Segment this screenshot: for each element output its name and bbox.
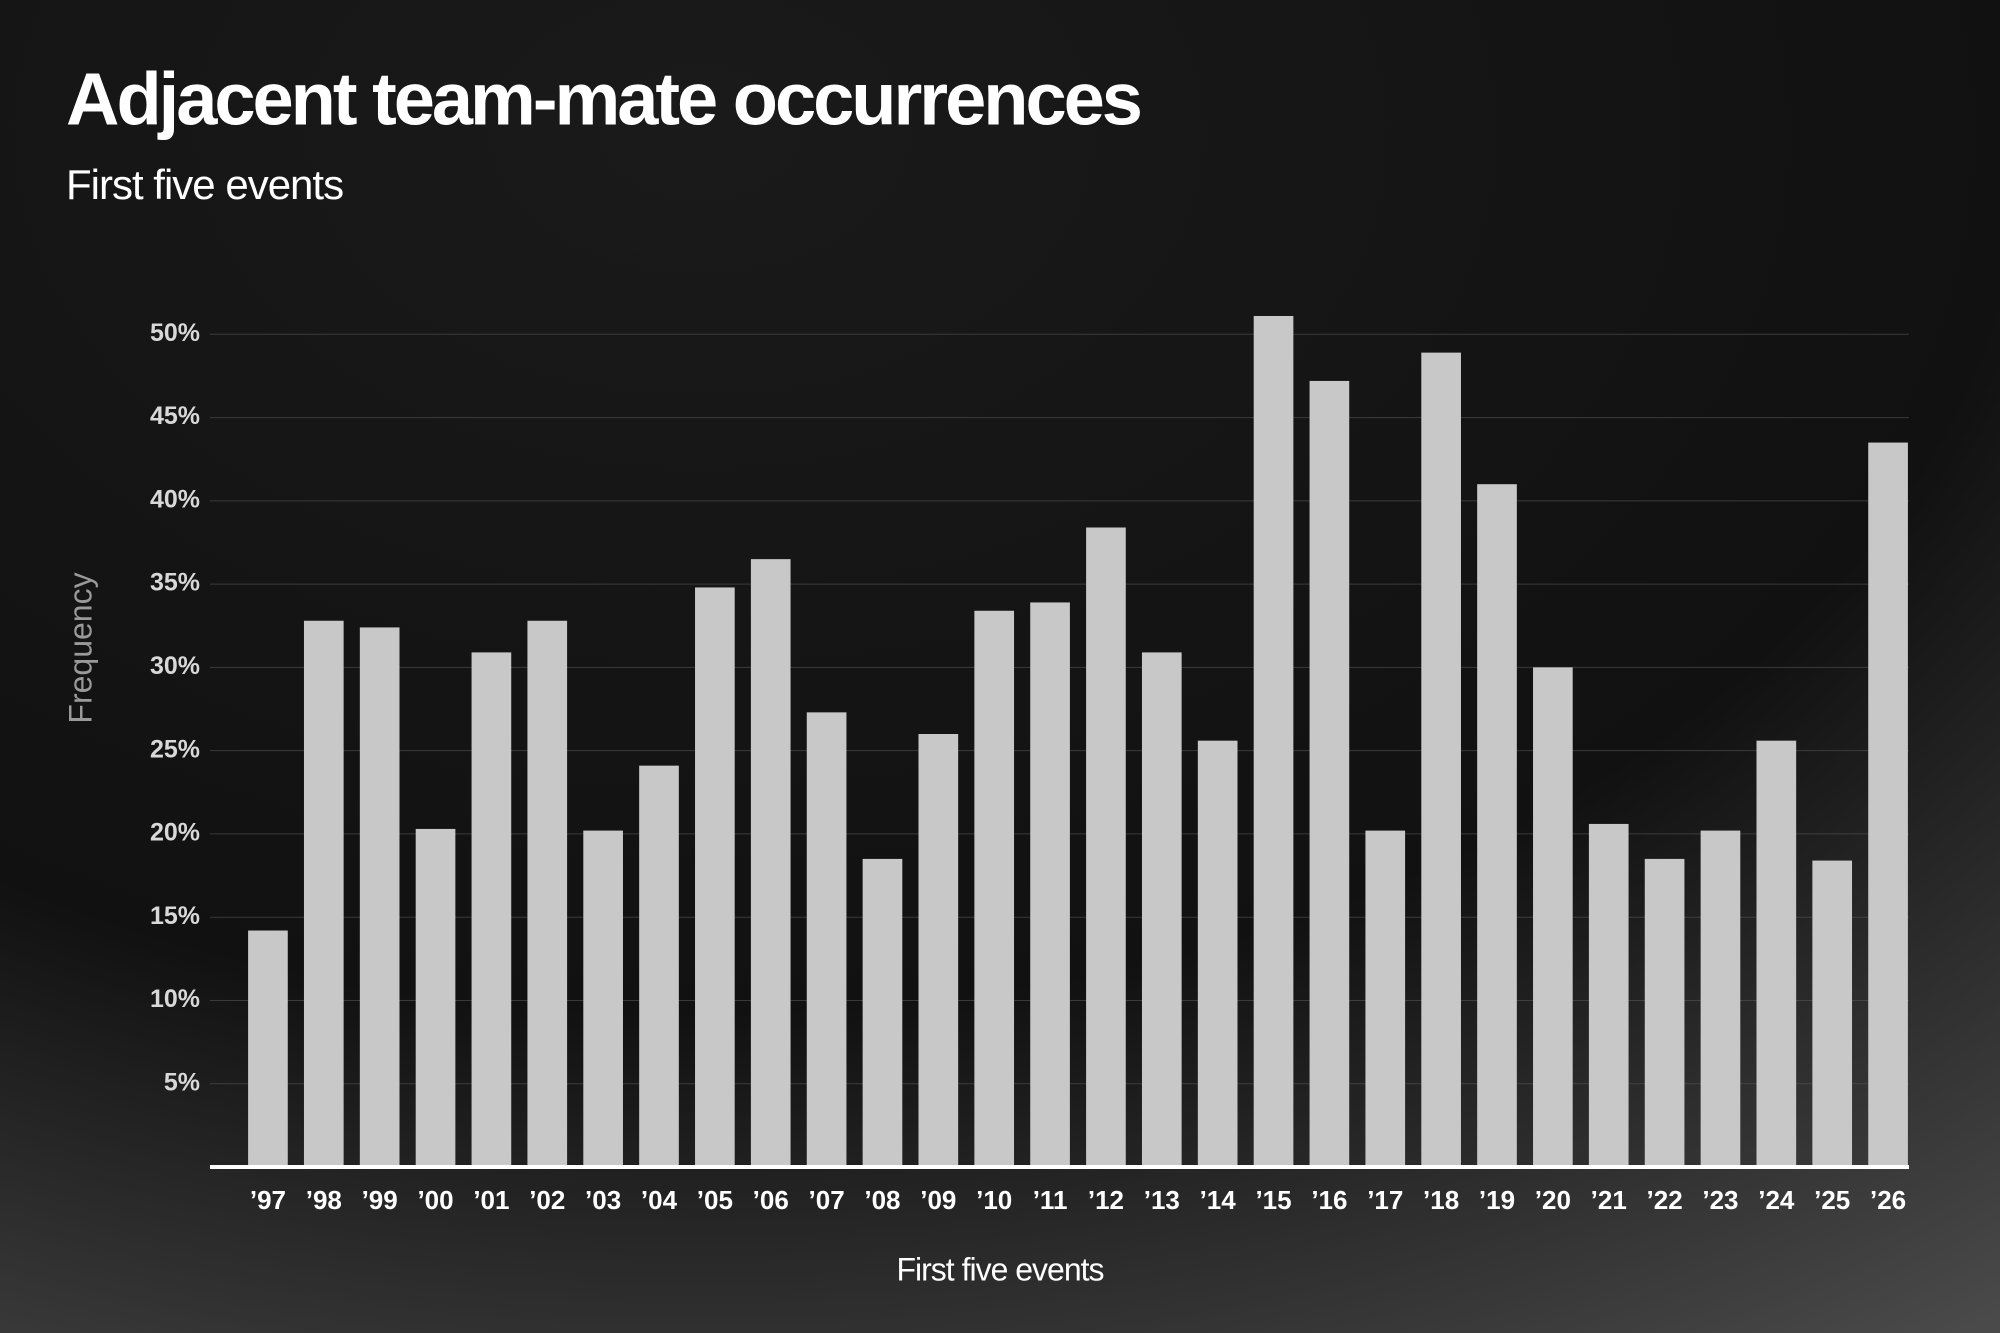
bar [1421, 352, 1461, 1167]
x-tick-label: ’17 [1367, 1185, 1403, 1215]
y-tick-label: 35% [150, 569, 200, 597]
x-tick-label: ’00 [417, 1185, 453, 1215]
x-tick-label: ’22 [1647, 1185, 1683, 1215]
bar [1253, 315, 1294, 1167]
x-tick-label: ’06 [753, 1185, 789, 1215]
bar [639, 765, 679, 1167]
y-tick-label: 5% [164, 1068, 200, 1096]
x-tick-label: ’01 [473, 1185, 509, 1215]
bar [862, 858, 903, 1167]
bar [1477, 484, 1517, 1167]
y-tick-label: 20% [150, 819, 200, 847]
x-tick-label: ’02 [529, 1185, 565, 1215]
x-tick-label: ’11 [1033, 1185, 1068, 1215]
x-axis-label: First five events [896, 1251, 1103, 1287]
bar [1588, 823, 1629, 1167]
bar [1868, 442, 1908, 1167]
x-tick-label: ’99 [362, 1185, 398, 1215]
bar [1365, 830, 1406, 1167]
x-tick-label: ’03 [585, 1185, 621, 1215]
bar [583, 830, 623, 1167]
bar [359, 627, 400, 1167]
bar [1533, 667, 1573, 1167]
bar [1812, 860, 1853, 1167]
x-tick-label: ’10 [976, 1185, 1012, 1215]
x-tick-label: ’08 [864, 1185, 900, 1215]
bar [918, 734, 959, 1167]
bar [1309, 380, 1350, 1167]
x-tick-label: ’16 [1311, 1185, 1347, 1215]
x-tick-label: ’04 [641, 1185, 678, 1215]
chart-subtitle: First five events [66, 161, 343, 208]
y-tick-label: 45% [150, 402, 200, 430]
x-tick-label: ’25 [1814, 1185, 1850, 1215]
x-tick-label: ’09 [920, 1185, 956, 1215]
y-tick-label: 15% [150, 902, 200, 930]
x-tick-label: ’20 [1535, 1185, 1571, 1215]
x-tick-label: ’23 [1702, 1185, 1738, 1215]
bar [750, 559, 791, 1167]
bar [248, 930, 288, 1167]
x-tick-label: ’24 [1758, 1185, 1795, 1215]
x-tick-label: ’18 [1423, 1185, 1459, 1215]
bar [695, 587, 735, 1167]
y-tick-label: 50% [150, 319, 200, 347]
bar [974, 610, 1015, 1167]
bar [1141, 652, 1182, 1167]
bar [471, 652, 512, 1167]
x-tick-label: ’12 [1088, 1185, 1124, 1215]
bar [303, 620, 344, 1167]
bar [1030, 602, 1070, 1167]
x-tick-label: ’15 [1255, 1185, 1291, 1215]
x-tick-label: ’13 [1144, 1185, 1180, 1215]
y-tick-label: 25% [150, 735, 200, 763]
bar [1197, 740, 1238, 1167]
chart-title: Adjacent team-mate occurrences [66, 58, 1141, 141]
x-tick-label: ’14 [1200, 1185, 1237, 1215]
y-tick-label: 40% [150, 485, 200, 513]
bar [415, 828, 456, 1167]
y-tick-label: 30% [150, 652, 200, 680]
x-tick-label: ’05 [697, 1185, 733, 1215]
x-tick-label: ’19 [1479, 1185, 1515, 1215]
bar [1756, 740, 1797, 1167]
x-tick-label: ’07 [809, 1185, 845, 1215]
x-tick-label: ’21 [1591, 1185, 1627, 1215]
bar [1086, 527, 1126, 1167]
x-tick-label: ’26 [1870, 1185, 1906, 1215]
x-tick-label: ’97 [250, 1185, 286, 1215]
bar [1700, 830, 1741, 1167]
x-tick-label: ’98 [306, 1185, 342, 1215]
bar [527, 620, 568, 1167]
bar [806, 712, 847, 1167]
y-axis-label: Frequency [62, 572, 98, 723]
bar [1644, 858, 1685, 1167]
y-tick-label: 10% [150, 985, 200, 1013]
